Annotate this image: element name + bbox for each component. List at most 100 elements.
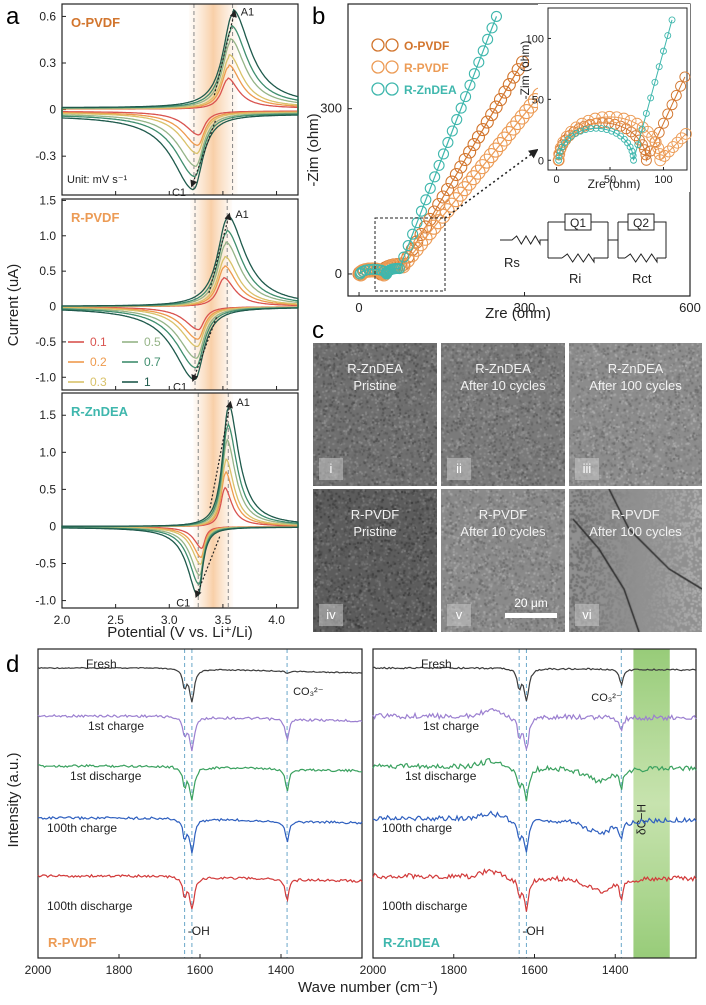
ri-resistor xyxy=(561,253,608,264)
inset-x-tick-label: 100 xyxy=(654,174,672,186)
data-point xyxy=(482,33,494,45)
y-tick-label: 0 xyxy=(335,266,342,281)
fit-line xyxy=(359,16,498,277)
legend-label: 0.5 xyxy=(144,335,161,349)
x-tick-label: 0 xyxy=(355,300,362,315)
data-point xyxy=(421,225,438,241)
wire xyxy=(547,221,565,259)
c-h-band xyxy=(633,649,670,958)
y-tick-label: -0.5 xyxy=(35,335,56,349)
peak-label-a1: A1 xyxy=(241,6,254,18)
y-tick-label: 1.0 xyxy=(39,445,56,459)
inset-point xyxy=(666,99,678,111)
inset-point xyxy=(630,117,643,130)
data-point xyxy=(502,78,516,92)
cv-curves xyxy=(61,8,299,191)
x-tick-label: 300 xyxy=(514,300,536,315)
inset-point xyxy=(662,145,675,158)
panel-label-d: d xyxy=(6,651,19,678)
legend-label: 1 xyxy=(144,375,151,389)
inset-point xyxy=(556,147,564,155)
x-tick-label: 1600 xyxy=(187,963,214,977)
cv-panel-r-zndea: 1.5 1.0 0.5 0 -0.5 -1.0 2.0 2.5 3.0 3.5 4.0 A1 C1 R-Z… xyxy=(35,392,299,627)
data-point xyxy=(363,264,375,276)
wire xyxy=(617,221,628,259)
data-point xyxy=(430,214,446,230)
inset-point xyxy=(552,154,565,167)
data-point xyxy=(467,138,481,152)
y-tick-label: 0.5 xyxy=(39,482,56,496)
cathodic-trend-arrow xyxy=(194,536,221,598)
inset-point xyxy=(675,80,687,92)
cv-highlight-band xyxy=(190,199,233,390)
spectrum-label: Fresh xyxy=(421,657,452,671)
data-point xyxy=(426,219,442,235)
oh-annotation: -OH xyxy=(522,924,544,938)
inset-point xyxy=(671,136,684,149)
inset-series-2 xyxy=(555,16,676,164)
y-tick-label: 1.0 xyxy=(39,229,56,243)
cv-curve-1 xyxy=(61,402,299,597)
legend-label: 0.7 xyxy=(144,355,161,369)
data-point xyxy=(408,241,424,257)
inset-point xyxy=(679,127,692,140)
data-point xyxy=(498,85,512,99)
data-point xyxy=(407,228,419,240)
inset-point xyxy=(652,142,665,154)
inset-y-axis-title: -Zim (ohm) xyxy=(518,41,532,100)
cv-curve-0.2 xyxy=(61,265,299,340)
y-tick-label: 0 xyxy=(49,519,56,533)
data-point xyxy=(523,98,539,114)
inset-point xyxy=(577,127,585,135)
y-tick-label: 1.5 xyxy=(39,193,56,207)
data-point xyxy=(413,236,429,252)
data-point xyxy=(507,70,521,84)
legend-marker xyxy=(385,60,399,74)
ftir-spectrum-0 xyxy=(373,666,697,702)
sem-tile-i: R-ZnDEA Pristine i xyxy=(313,343,437,486)
data-point xyxy=(477,45,489,57)
inset-point xyxy=(653,148,666,161)
data-point xyxy=(466,170,482,186)
x-tick-label: 1400 xyxy=(268,963,295,977)
sem-tile-vi: R-PVDF After 100 cycles vi xyxy=(569,489,702,632)
data-point xyxy=(486,22,498,34)
y-tick-label: -1.0 xyxy=(35,370,56,384)
data-point xyxy=(367,263,379,275)
x-tick-label: 1800 xyxy=(106,963,133,977)
ftir-sample-name: R-ZnDEA xyxy=(383,935,441,950)
sem-state-label: After 10 cycles xyxy=(460,378,546,393)
data-point xyxy=(501,126,517,142)
data-point xyxy=(471,130,485,144)
legend-label: 0.3 xyxy=(90,375,107,389)
y-tick-label: -0.3 xyxy=(35,149,56,163)
data-point xyxy=(360,264,372,276)
cv-legend: 0.1 0.2 0.3 0.5 0.7 1 xyxy=(68,335,161,389)
wire xyxy=(654,221,667,258)
data-point xyxy=(489,100,503,114)
data-point xyxy=(457,181,473,197)
data-point xyxy=(455,102,467,114)
spectrum-label: 1st discharge xyxy=(405,769,477,783)
eis-series-r-zndea xyxy=(354,10,503,280)
panel-label-a: a xyxy=(6,3,20,30)
zoom-box xyxy=(374,217,446,292)
sem-sample-label: R-ZnDEA xyxy=(347,361,403,376)
inset-x-axis-title: Zre (ohm) xyxy=(588,177,641,191)
anodic-trend-arrow xyxy=(208,212,232,294)
inset-point xyxy=(597,125,605,133)
peak-label-c1: C1 xyxy=(173,382,187,394)
data-point xyxy=(463,145,477,159)
sem-index-badge: i xyxy=(319,458,343,480)
spectrum-label: Fresh xyxy=(86,657,117,671)
data-point xyxy=(443,197,460,213)
legend-marker xyxy=(385,82,399,96)
data-point xyxy=(461,175,477,191)
data-point xyxy=(415,205,427,217)
data-point xyxy=(451,113,463,126)
inset-y-tick-label: 100 xyxy=(526,33,544,45)
peak-label-c1: C1 xyxy=(176,598,190,610)
inset-point xyxy=(655,63,663,71)
ftir-spectrum-0 xyxy=(37,666,363,703)
